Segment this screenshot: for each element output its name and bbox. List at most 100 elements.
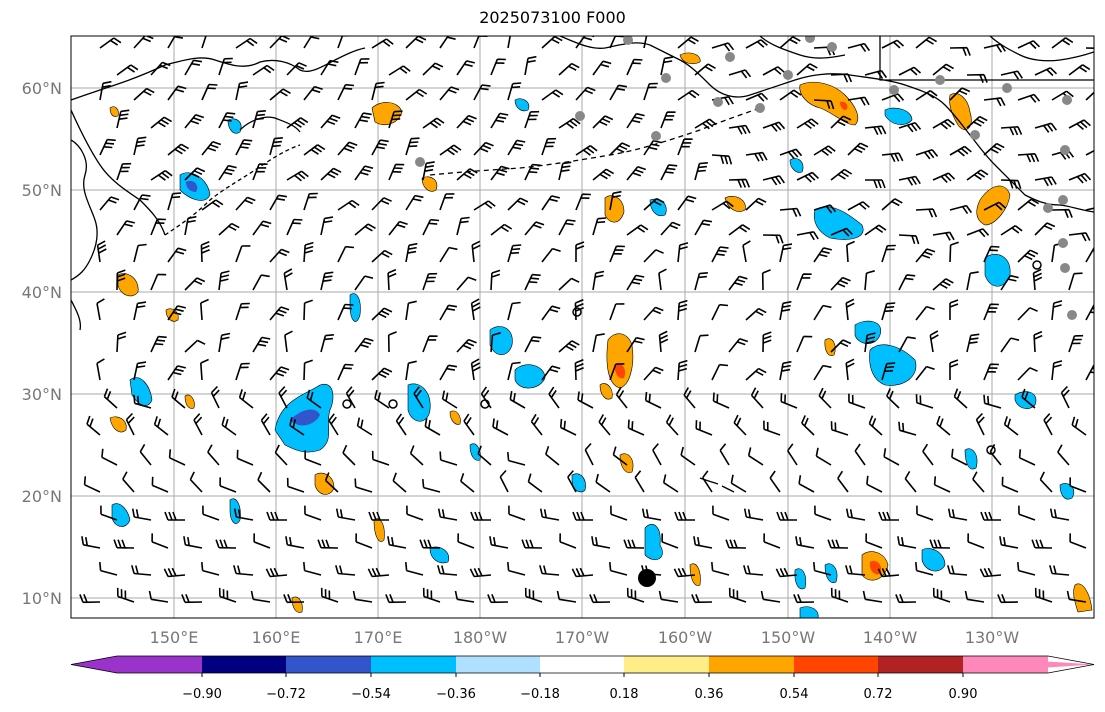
wind-barb — [571, 567, 594, 578]
wind-barb — [796, 231, 819, 241]
wind-barb — [324, 472, 339, 493]
wind-barb — [1017, 367, 1038, 381]
wind-barb — [966, 73, 988, 83]
wind-barb — [507, 562, 526, 576]
wind-barb — [133, 36, 154, 49]
wind-barb — [304, 450, 322, 466]
wind-barb — [235, 139, 253, 156]
station-marker — [1058, 195, 1068, 205]
wind-barb — [652, 443, 662, 466]
wind-barb — [1000, 126, 1023, 136]
wind-barb — [1051, 300, 1063, 321]
wind-barb — [1066, 590, 1087, 603]
wind-barb — [936, 415, 951, 436]
wind-barb — [881, 93, 905, 103]
wind-barb — [409, 445, 424, 466]
wind-barb — [815, 447, 832, 466]
wind-barb — [303, 359, 313, 381]
wind-barb — [422, 62, 444, 76]
wind-barb — [492, 418, 509, 436]
wind-barb — [575, 145, 598, 156]
wind-barb — [966, 271, 979, 291]
wind-barb — [673, 567, 696, 578]
wind-barb — [439, 193, 455, 211]
positive-patch — [606, 333, 634, 389]
wind-barb — [507, 139, 526, 156]
coastline-hawaii — [699, 477, 735, 493]
station-marker — [1062, 95, 1072, 105]
wind-barb — [881, 302, 896, 321]
colorbar-segment — [371, 656, 456, 673]
wind-barb — [728, 275, 748, 291]
wind-barb — [693, 536, 713, 549]
wind-barb — [660, 221, 681, 236]
wind-barb — [677, 359, 688, 381]
wind-barb — [796, 273, 812, 291]
wind-barb — [354, 165, 374, 181]
wind-barb — [441, 390, 458, 409]
map-frame — [70, 35, 1095, 619]
wind-barb — [983, 97, 1006, 107]
wind-barb — [745, 197, 767, 211]
station-marker — [1067, 310, 1077, 320]
wind-barb — [1068, 64, 1091, 76]
wind-barb — [167, 247, 187, 263]
wind-barb — [96, 298, 105, 321]
wind-barb — [813, 204, 837, 214]
wind-barb — [592, 168, 615, 181]
wind-barb — [694, 272, 708, 291]
colorbar-tick-label: −0.18 — [520, 687, 560, 702]
wind-barb — [932, 231, 955, 241]
wind-barb — [116, 269, 126, 291]
wind-barb — [289, 417, 305, 436]
station-marker — [755, 103, 765, 113]
wind-barb — [1068, 172, 1092, 184]
wind-barb — [439, 144, 462, 156]
station-marker-open — [572, 307, 582, 317]
wind-barb — [151, 476, 169, 493]
wind-barb — [184, 215, 197, 236]
wind-barb — [439, 86, 460, 101]
positive-patch — [949, 93, 972, 130]
positive-patch — [689, 563, 701, 586]
wind-barb — [779, 300, 792, 321]
wind-barb — [456, 338, 477, 353]
wind-barb — [507, 361, 521, 381]
wind-barb — [898, 336, 916, 353]
wind-barb — [139, 443, 152, 466]
wind-barb — [558, 161, 572, 181]
wind-barb — [356, 417, 373, 436]
wind-barb — [463, 413, 475, 436]
wind-barb — [886, 388, 900, 409]
wind-barb — [898, 66, 922, 76]
wind-barb — [460, 472, 475, 493]
wind-barb — [592, 60, 612, 76]
wind-barb — [473, 84, 491, 101]
wind-barb — [100, 505, 118, 521]
wind-barb — [865, 179, 886, 189]
wind-barb — [507, 36, 511, 49]
wind-barb — [665, 414, 679, 436]
wind-barb — [99, 562, 118, 576]
wind-barb — [103, 388, 118, 409]
wind-barb — [422, 218, 440, 236]
colorbar-segment — [540, 656, 624, 673]
wind-barb — [694, 219, 713, 236]
wind-barb — [236, 449, 254, 466]
negative-patch — [813, 206, 864, 240]
wind-barb — [677, 89, 700, 101]
wind-barb — [200, 240, 210, 263]
contour-patches — [109, 52, 1093, 618]
wind-barb — [1051, 208, 1073, 218]
wind-barb — [260, 413, 271, 436]
wind-barb — [762, 121, 786, 132]
wind-barb — [335, 508, 356, 521]
wind-barb — [712, 392, 730, 409]
wind-barb — [626, 58, 643, 76]
wind-barb — [793, 594, 815, 604]
wind-barb — [760, 590, 781, 603]
wind-barb — [864, 332, 876, 353]
wind-barb — [847, 42, 871, 53]
wind-barb — [949, 359, 959, 380]
wind-barb — [392, 472, 407, 493]
